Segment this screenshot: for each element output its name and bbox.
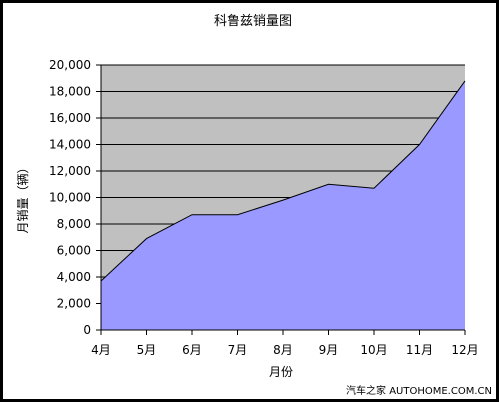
x-tick-label: 12月 <box>451 343 478 357</box>
x-tick-label: 7月 <box>228 343 248 357</box>
y-axis-label: 月销量（辆） <box>16 161 30 233</box>
x-tick-labels: 4月 5月 6月 7月 8月 9月 10月 11月 12月 <box>91 330 479 357</box>
y-tick-label: 0 <box>83 323 91 337</box>
y-tick-label: 12,000 <box>49 164 91 178</box>
x-tick-label: 5月 <box>137 343 157 357</box>
x-tick-label: 9月 <box>319 343 339 357</box>
x-tick-label: 8月 <box>273 343 293 357</box>
series-area <box>101 80 465 331</box>
y-tick-label: 18,000 <box>49 85 91 99</box>
x-tick-label: 6月 <box>182 343 202 357</box>
y-tick-labels: 0 2,000 4,000 6,000 8,000 10,000 12,000 14,000 1… <box>49 58 101 337</box>
y-tick-label: 6,000 <box>57 244 91 258</box>
y-tick-label: 8,000 <box>57 217 91 231</box>
y-tick-label: 10,000 <box>49 191 91 205</box>
series-line <box>100 80 466 282</box>
area-chart: 科鲁兹销量图 0 2,000 4,000 6,000 8,000 10,000 12,000… <box>16 14 479 379</box>
y-tick-label: 14,000 <box>49 138 91 152</box>
x-tick-label: 4月 <box>91 343 111 357</box>
chart-frame: 科鲁兹销量图 0 2,000 4,000 6,000 8,000 10,000 12,000… <box>3 3 496 399</box>
y-tick-label: 4,000 <box>57 270 91 284</box>
y-tick-label: 20,000 <box>49 58 91 72</box>
chart-title: 科鲁兹销量图 <box>214 14 292 29</box>
watermark: 汽车之家 AUTOHOME.COM.CN <box>346 386 492 397</box>
x-axis-label: 月份 <box>269 365 293 379</box>
y-tick-label: 2,000 <box>57 297 91 311</box>
y-tick-label: 16,000 <box>49 111 91 125</box>
x-tick-label: 11月 <box>406 343 433 357</box>
x-tick-label: 10月 <box>360 343 387 357</box>
